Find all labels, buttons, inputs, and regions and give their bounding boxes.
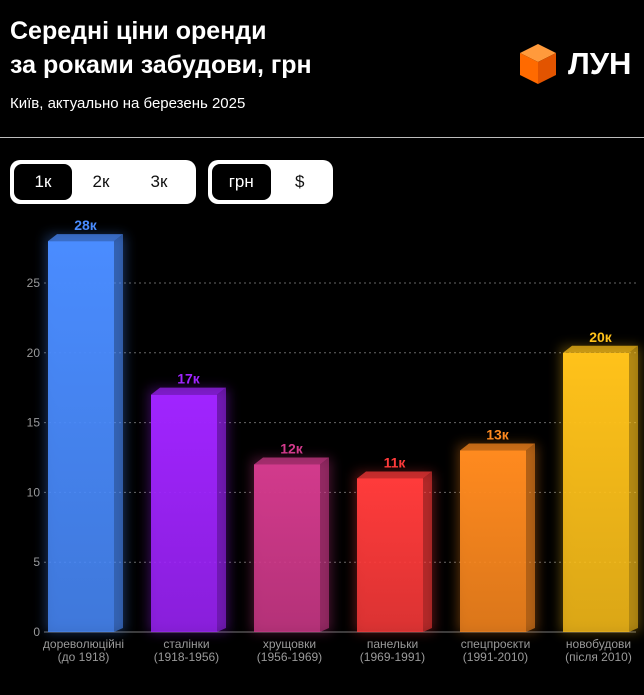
bar-value-label: 28к bbox=[74, 217, 98, 233]
x-tick-label: (до 1918) bbox=[58, 650, 110, 664]
currency-usd-button[interactable]: $ bbox=[295, 172, 305, 191]
y-tick-label: 0 bbox=[33, 625, 40, 639]
bar-side bbox=[217, 387, 226, 632]
y-tick-label: 10 bbox=[27, 485, 41, 499]
page-title: Середні ціни оренди за роками забудови, … bbox=[10, 14, 312, 82]
x-tick-label: новобудови bbox=[566, 637, 631, 651]
page-subtitle: Київ, актуально на березень 2025 bbox=[10, 95, 246, 112]
bar-side bbox=[320, 457, 329, 632]
bar bbox=[48, 241, 114, 632]
bar-top bbox=[357, 471, 432, 479]
bar-value-label: 11к bbox=[384, 454, 407, 470]
bar-top bbox=[563, 345, 638, 353]
bar-value-label: 17к bbox=[177, 371, 201, 387]
bar bbox=[254, 464, 320, 632]
title-line-2: за роками забудови, грн bbox=[10, 51, 312, 79]
bar-side bbox=[526, 443, 535, 632]
bar bbox=[151, 394, 217, 632]
logo-text: ЛУН bbox=[568, 46, 632, 81]
bar-top bbox=[460, 443, 535, 451]
bar-side bbox=[629, 345, 638, 632]
lun-logo[interactable]: ЛУН bbox=[518, 42, 631, 86]
y-tick-label: 5 bbox=[33, 555, 40, 569]
x-tick-label: (1969-1991) bbox=[360, 650, 425, 664]
orange-cube-icon bbox=[520, 44, 556, 84]
x-tick-label: (після 2010) bbox=[565, 650, 632, 664]
title-line-1: Середні ціни оренди bbox=[10, 17, 267, 45]
bar-top bbox=[48, 234, 123, 242]
bar-top bbox=[151, 387, 226, 395]
bar-side bbox=[423, 471, 432, 632]
header-divider bbox=[0, 137, 644, 138]
rooms-3-button[interactable]: 3к bbox=[150, 172, 168, 191]
bar bbox=[357, 478, 423, 632]
room-count-toggle: 1к 2к 3к bbox=[10, 160, 196, 204]
x-tick-label: спецпроєкти bbox=[461, 637, 531, 651]
x-tick-label: (1918-1956) bbox=[154, 650, 219, 664]
currency-toggle: грн $ bbox=[208, 160, 333, 204]
bar-value-label: 20к bbox=[589, 329, 613, 345]
x-tick-label: хрущовки bbox=[263, 637, 316, 651]
currency-uah-button[interactable]: грн bbox=[212, 164, 271, 200]
x-tick-label: (1991-2010) bbox=[463, 650, 528, 664]
x-tick-label: сталінки bbox=[163, 637, 209, 651]
rooms-1-button[interactable]: 1к bbox=[14, 164, 72, 200]
y-tick-label: 15 bbox=[27, 416, 41, 430]
x-tick-label: дореволюційні bbox=[43, 637, 124, 651]
bar bbox=[460, 450, 526, 632]
bar-chart: 0 5 10 15 20 25 28к дореволюційні(до 1918) 17к ст… bbox=[27, 217, 640, 664]
bar bbox=[563, 352, 629, 632]
y-tick-label: 25 bbox=[27, 276, 41, 290]
bar-side bbox=[114, 234, 123, 632]
x-tick-label: панельки bbox=[367, 637, 418, 651]
bar-top bbox=[254, 457, 329, 465]
y-tick-label: 20 bbox=[27, 346, 41, 360]
x-tick-label: (1956-1969) bbox=[257, 650, 322, 664]
bar-value-label: 12к bbox=[280, 440, 304, 456]
bar-value-label: 13к bbox=[486, 427, 510, 443]
rooms-2-button[interactable]: 2к bbox=[92, 172, 110, 191]
